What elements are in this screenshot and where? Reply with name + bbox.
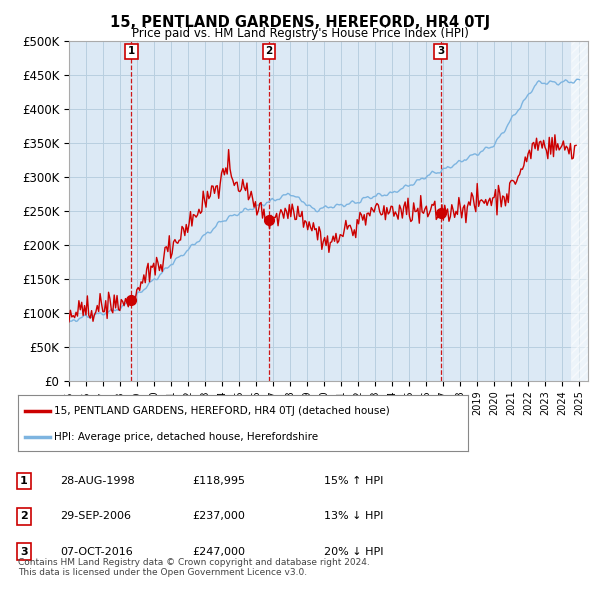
Text: 1: 1 [20,476,28,486]
Text: £247,000: £247,000 [192,547,245,556]
Text: 3: 3 [20,547,28,556]
Text: 28-AUG-1998: 28-AUG-1998 [60,476,135,486]
Bar [571,41,588,381]
Text: £237,000: £237,000 [192,512,245,521]
Text: 20% ↓ HPI: 20% ↓ HPI [324,547,383,556]
Text: 15, PENTLAND GARDENS, HEREFORD, HR4 0TJ (detached house): 15, PENTLAND GARDENS, HEREFORD, HR4 0TJ … [54,406,390,416]
Text: 07-OCT-2016: 07-OCT-2016 [60,547,133,556]
Text: 13% ↓ HPI: 13% ↓ HPI [324,512,383,521]
Text: 3: 3 [437,47,444,57]
Text: 29-SEP-2006: 29-SEP-2006 [60,512,131,521]
Text: 2: 2 [20,512,28,521]
Text: 15, PENTLAND GARDENS, HEREFORD, HR4 0TJ: 15, PENTLAND GARDENS, HEREFORD, HR4 0TJ [110,15,490,30]
Text: Price paid vs. HM Land Registry's House Price Index (HPI): Price paid vs. HM Land Registry's House … [131,27,469,40]
Text: £118,995: £118,995 [192,476,245,486]
Text: 15% ↑ HPI: 15% ↑ HPI [324,476,383,486]
Text: HPI: Average price, detached house, Herefordshire: HPI: Average price, detached house, Here… [54,432,318,442]
Text: Contains HM Land Registry data © Crown copyright and database right 2024.
This d: Contains HM Land Registry data © Crown c… [18,558,370,577]
Text: 2: 2 [265,47,272,57]
Text: 1: 1 [128,47,135,57]
